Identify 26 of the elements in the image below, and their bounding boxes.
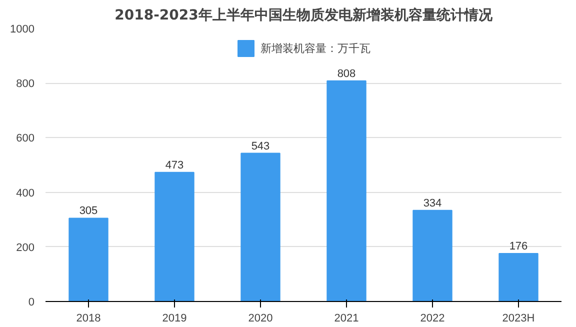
x-tick-label: 2023H bbox=[502, 312, 535, 324]
data-label: 808 bbox=[337, 68, 356, 80]
y-tick-label: 1000 bbox=[10, 24, 35, 36]
bar bbox=[412, 210, 452, 302]
data-label: 543 bbox=[251, 140, 270, 152]
x-tick-label: 2019 bbox=[162, 312, 187, 324]
y-tick-label: 0 bbox=[28, 296, 35, 308]
data-label: 473 bbox=[165, 159, 184, 172]
data-label: 334 bbox=[423, 197, 442, 210]
bar bbox=[154, 172, 194, 302]
data-label: 305 bbox=[79, 205, 98, 218]
y-tick-label: 800 bbox=[16, 78, 35, 90]
bar bbox=[68, 218, 108, 302]
data-label: 176 bbox=[509, 240, 528, 252]
bar bbox=[498, 252, 538, 302]
y-tick-label: 600 bbox=[16, 132, 35, 145]
x-tick-label: 2021 bbox=[334, 312, 359, 324]
chart-title: 2018-2023年上半年中国生物质发电新增装机容量统计情况 bbox=[114, 6, 494, 24]
legend-label: 新增装机容量：万千瓦 bbox=[260, 42, 370, 56]
y-tick-label: 400 bbox=[16, 187, 35, 200]
bar bbox=[326, 80, 366, 302]
x-tick-label: 2022 bbox=[420, 312, 445, 324]
x-tick-label: 2020 bbox=[248, 312, 273, 324]
y-tick-label: 200 bbox=[16, 242, 35, 254]
bar bbox=[240, 152, 280, 302]
x-tick-label: 2018 bbox=[76, 312, 101, 324]
